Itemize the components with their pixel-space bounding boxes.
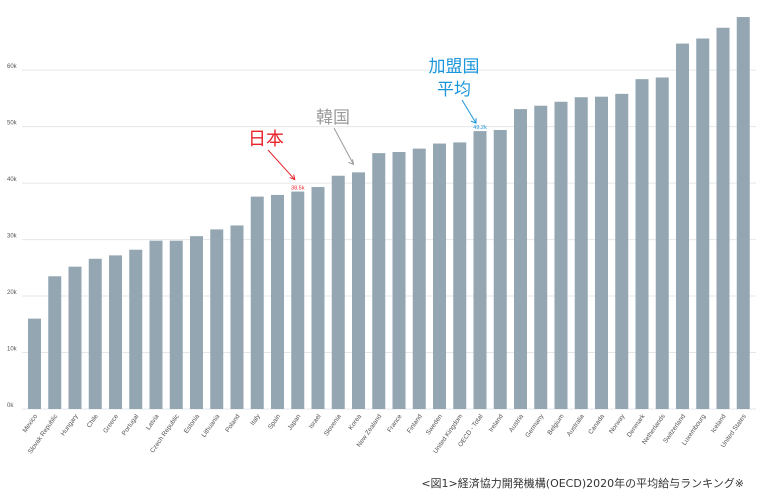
bar-mexico bbox=[28, 318, 41, 409]
bar-greece bbox=[109, 255, 122, 409]
bar-japan bbox=[291, 191, 305, 409]
y-tick-label-1: 10k bbox=[7, 347, 18, 353]
bar-australia bbox=[574, 97, 588, 409]
x-tick-label-lithuania: Lithuania bbox=[201, 413, 222, 439]
bar-netherlands bbox=[655, 77, 669, 409]
x-tick-label-greece: Greece bbox=[102, 413, 120, 435]
bar-estonia bbox=[190, 236, 203, 409]
x-tick-label-korea: Korea bbox=[347, 413, 363, 432]
bar-denmark bbox=[635, 79, 649, 409]
bar-luxembourg bbox=[696, 38, 710, 409]
x-tick-label-italy: Italy bbox=[249, 413, 262, 427]
y-tick-label-6: 60k bbox=[7, 64, 18, 70]
annotation-korea-arrowhead bbox=[348, 159, 355, 166]
bar-belgium bbox=[554, 101, 568, 409]
bar-oecd-total bbox=[473, 131, 487, 409]
bars: 38.5k 49.2k bbox=[28, 17, 750, 410]
y-tick-label-5: 50k bbox=[7, 121, 18, 127]
x-tick-label-australia: Australia bbox=[566, 413, 586, 438]
bar-finland bbox=[412, 148, 426, 410]
x-tick-label-canada: Canada bbox=[587, 413, 606, 436]
gridlines bbox=[22, 69, 756, 410]
x-tick-label-france: France bbox=[386, 413, 404, 434]
bar-italy bbox=[250, 196, 264, 409]
y-tick-label-4: 40k bbox=[7, 177, 18, 183]
bar-lithuania bbox=[210, 229, 224, 409]
y-axis-ticks: 0k 10k 20k 30k 40k 50k 60k bbox=[7, 64, 18, 409]
x-tick-label-germany: Germany bbox=[524, 413, 545, 440]
x-tick-label-iceland: Iceland bbox=[710, 413, 728, 434]
x-tick-label-austria: Austria bbox=[508, 413, 526, 434]
x-tick-label-mexico: Mexico bbox=[22, 413, 40, 434]
annotation-oecd-arrow bbox=[461, 99, 477, 124]
annotation-oecd-line-1: 加盟国 bbox=[429, 57, 480, 77]
y-tick-label-2: 20k bbox=[7, 290, 18, 296]
annotation-korea: 韓国 bbox=[316, 108, 350, 128]
x-tick-label-chile: Chile bbox=[86, 413, 100, 429]
annotation-korea-arrow bbox=[333, 127, 354, 165]
bar-ireland bbox=[493, 129, 507, 409]
bar-switzerland bbox=[676, 43, 689, 409]
bar-chile bbox=[88, 258, 102, 409]
bar-latvia bbox=[149, 240, 163, 409]
annotation-oecd-line-2: 平均 bbox=[437, 80, 471, 100]
bar-israel bbox=[311, 187, 325, 409]
bar-iceland bbox=[716, 27, 730, 409]
x-tick-label-finland: Finland bbox=[406, 413, 424, 435]
bar-united-states bbox=[736, 17, 750, 409]
bar-united-kingdom bbox=[453, 142, 467, 409]
annotation-japan: 日本 bbox=[248, 129, 284, 150]
x-tick-label-japan: Japan bbox=[286, 413, 302, 432]
annotation-oecd-arrowhead bbox=[470, 118, 477, 124]
bar-new-zealand bbox=[372, 153, 386, 409]
chart-caption: <図1>経済協力開発機構(OECD)2020年の平均給与ランキング※ bbox=[421, 477, 744, 490]
bar-korea bbox=[352, 172, 365, 409]
x-tick-label-estonia: Estonia bbox=[183, 413, 201, 435]
x-tick-label-portugal: Portugal bbox=[121, 413, 141, 437]
x-tick-label-sweden: Sweden bbox=[425, 413, 444, 437]
x-tick-label-slovenia: Slovenia bbox=[323, 413, 343, 438]
bar-canada bbox=[595, 96, 608, 410]
bar-sweden bbox=[433, 143, 446, 409]
bar-portugal bbox=[129, 249, 143, 409]
data-label-oecd-total: 49.2k bbox=[473, 125, 487, 131]
x-tick-label-spain: Spain bbox=[267, 413, 282, 431]
bar-spain bbox=[271, 194, 284, 409]
x-tick-label-denmark: Denmark bbox=[626, 413, 647, 439]
x-tick-label-israel: Israel bbox=[308, 413, 323, 430]
x-tick-label-latvia: Latvia bbox=[145, 413, 161, 432]
bar-poland bbox=[230, 225, 244, 409]
bar-france bbox=[392, 152, 406, 410]
y-tick-label-0: 0k bbox=[7, 403, 14, 409]
bar-slovak-republic bbox=[48, 276, 62, 409]
annotation-japan-arrowhead bbox=[289, 174, 296, 181]
bar-czech-republic bbox=[169, 240, 183, 409]
x-tick-label-hungary: Hungary bbox=[60, 413, 80, 438]
bar-norway bbox=[615, 93, 629, 409]
bar-austria bbox=[514, 109, 527, 410]
x-tick-label-belgium: Belgium bbox=[546, 413, 565, 436]
x-tick-label-norway: Norway bbox=[608, 413, 627, 436]
bar-slovenia bbox=[331, 175, 345, 409]
bar-hungary bbox=[68, 266, 82, 409]
y-tick-label-3: 30k bbox=[7, 234, 18, 240]
x-tick-label-ireland: Ireland bbox=[488, 413, 505, 434]
data-label-japan: 38.5k bbox=[291, 186, 305, 192]
x-tick-label-poland: Poland bbox=[224, 413, 242, 434]
bar-chart: 0k 10k 20k 30k 40k 50k 60k 38.5k 49.2k Mexico Sl… bbox=[7, 17, 756, 456]
bar-germany bbox=[534, 105, 548, 410]
annotation-japan-arrow bbox=[267, 149, 296, 180]
